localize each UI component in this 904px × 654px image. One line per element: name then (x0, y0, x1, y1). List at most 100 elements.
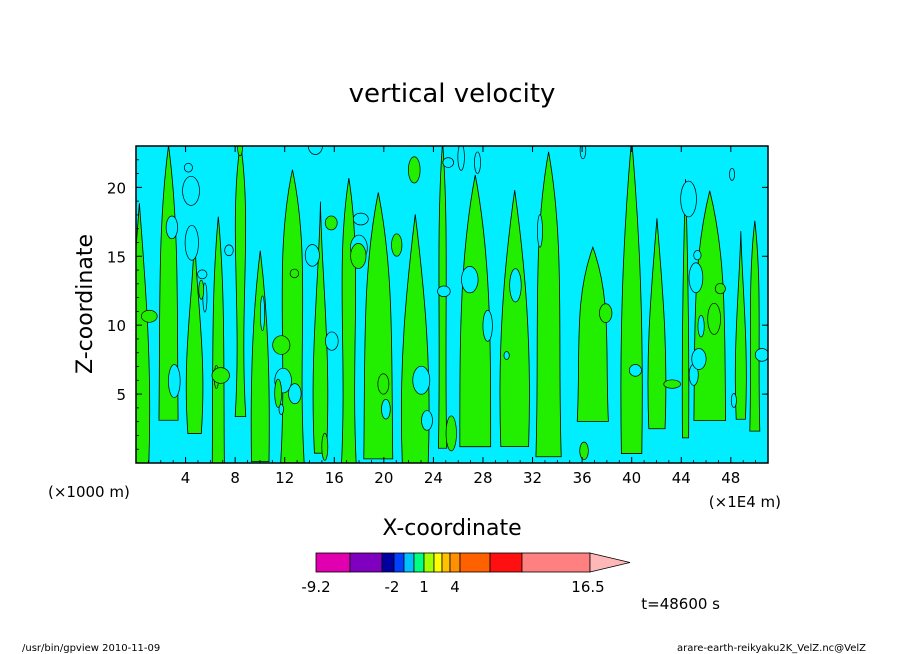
updraft-region-13 (499, 190, 530, 448)
updraft-region-18 (681, 179, 690, 439)
contour-blob-40 (474, 151, 481, 174)
contour-blob-50 (165, 215, 178, 240)
contour-blob-58 (198, 279, 205, 300)
contour-blob-52 (224, 244, 234, 257)
colorbar-swatch-3 (393, 552, 405, 573)
contour-blob-3 (352, 212, 369, 226)
y-tick-label-5: 5 (116, 386, 126, 404)
x-tick-label-24: 24 (424, 469, 443, 487)
x-unit-left: (×1000 m) (48, 483, 130, 501)
y-axis-ticks: 5 10 15 20 (107, 159, 768, 450)
colorbar-swatch-10 (459, 552, 491, 573)
updraft-region-0 (136, 203, 151, 463)
positive-velocity-regions (136, 146, 768, 463)
contour-blob-46 (663, 379, 681, 389)
x-tick-label-8: 8 (230, 469, 240, 487)
contour-blob-22 (697, 315, 705, 338)
contour-blob-29 (730, 393, 737, 408)
updraft-region-20 (734, 231, 747, 420)
colorbar-swatch-5 (413, 552, 425, 573)
x-tick-label-48: 48 (721, 469, 740, 487)
contour-blob-45 (680, 180, 697, 218)
plot-background (136, 146, 768, 463)
updraft-region-11 (438, 146, 448, 449)
contour-blob-33 (579, 441, 589, 460)
contour-blob-43 (437, 285, 451, 298)
colorbar (315, 552, 631, 573)
contour-blob-42 (503, 351, 510, 360)
contour-blob-44 (184, 224, 199, 261)
contour-blob-53 (391, 233, 403, 257)
contour-blob-9 (509, 268, 522, 303)
colorbar-label-0: -9.2 (301, 578, 330, 596)
x-tick-label-28: 28 (473, 469, 492, 487)
contour-blob-57 (274, 378, 282, 408)
updraft-region-4 (234, 146, 247, 418)
colorbar-label-3: 4 (450, 578, 460, 596)
contour-blob-2 (442, 157, 454, 168)
footer-left: /usr/bin/gpview 2010-11-09 (22, 643, 160, 654)
colorbar-swatch-8 (441, 552, 451, 573)
colorbar-label-1: -2 (385, 578, 400, 596)
y-tick-label-20: 20 (107, 179, 126, 197)
contour-blob-21 (381, 398, 391, 420)
contour-blob-54 (691, 348, 707, 370)
contour-blob-11 (445, 415, 457, 452)
contour-blob-35 (599, 303, 613, 323)
updraft-region-10 (400, 214, 430, 463)
contour-blob-39 (350, 242, 367, 269)
contour-blob-0 (278, 403, 284, 415)
x-tick-label-20: 20 (374, 469, 393, 487)
contour-blob-13 (707, 302, 721, 335)
colorbar-swatch-4 (403, 552, 415, 573)
contour-blob-12 (688, 262, 704, 294)
colorbar-swatch-2 (381, 552, 395, 573)
colorbar-label-4: 16.5 (571, 578, 604, 596)
updraft-region-7 (312, 201, 329, 454)
colorbar-swatch-0 (315, 552, 351, 573)
contour-blob-48 (321, 432, 329, 461)
plot-frame (135, 145, 769, 464)
colorbar-labels: -9.2 -2 1 4 16.5 (301, 578, 604, 596)
updraft-region-1 (158, 146, 179, 421)
colorbar-swatch-9 (449, 552, 461, 573)
contour-blob-36 (182, 175, 200, 206)
contour-blob-34 (482, 309, 493, 342)
x-axis-label: X-coordinate (382, 516, 521, 541)
x-tick-label-40: 40 (622, 469, 641, 487)
contour-blob-19 (457, 146, 465, 171)
contour-blob-8 (183, 162, 193, 173)
x-tick-label-12: 12 (275, 469, 294, 487)
contour-blob-23 (289, 268, 300, 279)
footer-right: arare-earth-reikyaku2K_VelZ.nc@VelZ (677, 643, 866, 654)
contour-blob-18 (259, 295, 265, 332)
contour-blob-47 (325, 331, 339, 351)
contour-blob-56 (421, 410, 433, 431)
x-unit-right: (×1E4 m) (709, 493, 781, 511)
x-tick-label-36: 36 (573, 469, 592, 487)
updraft-region-17 (647, 218, 667, 430)
contour-blob-7 (537, 214, 543, 248)
contour-blob-28 (272, 335, 291, 355)
y-axis-label: Z-coordinate (73, 234, 98, 374)
chart-title: vertical velocity (349, 79, 556, 109)
updraft-region-16 (620, 146, 643, 454)
contour-blob-10 (461, 266, 479, 294)
x-tick-label-44: 44 (672, 469, 691, 487)
contour-blob-49 (579, 146, 587, 160)
contour-blob-55 (288, 383, 302, 405)
colorbar-swatch-11 (489, 552, 523, 573)
y-tick-label-15: 15 (107, 248, 126, 266)
plot-area (135, 145, 769, 464)
contour-blob-17 (754, 348, 768, 362)
colorbar-swatch-7 (433, 552, 443, 573)
contour-blob-41 (324, 215, 338, 231)
contour-blob-27 (304, 244, 320, 267)
updraft-region-12 (459, 174, 492, 448)
contour-blob-15 (377, 373, 390, 395)
x-tick-label-16: 16 (325, 469, 344, 487)
colorbar-extend-arrow (589, 552, 631, 573)
colorbar-swatch-6 (423, 552, 435, 573)
x-tick-label-32: 32 (523, 469, 542, 487)
x-tick-label-4: 4 (181, 469, 191, 487)
